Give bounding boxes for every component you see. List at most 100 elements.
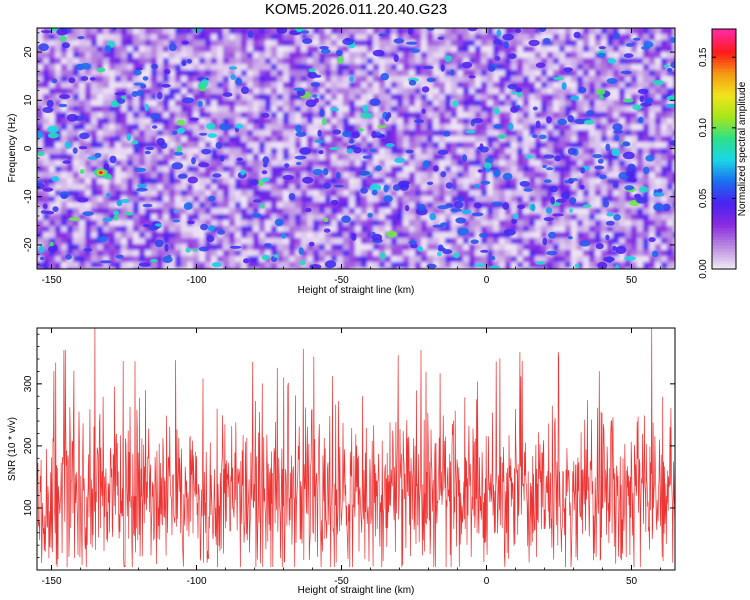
heatmap-cell <box>349 130 356 137</box>
heatmap-cell <box>145 256 152 263</box>
heatmap-cell <box>145 154 152 161</box>
heatmap-blob <box>151 63 159 70</box>
heatmap-cell <box>223 64 230 71</box>
heatmap-blob <box>100 260 112 264</box>
heatmap-cell <box>649 130 656 137</box>
heatmap-cell <box>307 130 314 137</box>
heatmap-cell <box>325 40 332 47</box>
heatmap-cell <box>391 202 398 209</box>
heatmap-cell <box>541 76 548 83</box>
heatmap-cell <box>385 94 392 101</box>
heatmap-cell <box>529 34 536 41</box>
heatmap-cell <box>613 202 620 209</box>
heatmap-cell <box>187 46 194 53</box>
heatmap-cell <box>523 172 530 179</box>
heatmap-cell <box>409 136 416 143</box>
heatmap-cell <box>355 34 362 41</box>
heatmap-blob <box>335 49 343 57</box>
heatmap-blob <box>557 118 568 126</box>
heatmap-cell <box>145 100 152 107</box>
heatmap-cell <box>169 40 176 47</box>
heatmap-blob <box>625 43 634 47</box>
heatmap-cell <box>439 46 446 53</box>
heatmap-cell <box>499 40 506 47</box>
heatmap-cell <box>337 202 344 209</box>
heatmap-cell <box>553 214 560 221</box>
heatmap-cell <box>451 154 458 161</box>
heatmap-cell <box>475 226 482 233</box>
heatmap-cell <box>649 70 656 77</box>
heatmap-blob <box>437 205 450 210</box>
heatmap-cell <box>127 130 134 137</box>
heatmap-cell <box>121 208 128 215</box>
heatmap-cell <box>595 136 602 143</box>
heatmap-cell <box>181 100 188 107</box>
heatmap-blob <box>193 28 203 33</box>
heatmap-cell <box>49 148 56 155</box>
heatmap-blob <box>637 88 649 94</box>
heatmap-cell <box>487 232 494 239</box>
heatmap-cell <box>547 46 554 53</box>
heatmap-cell <box>505 238 512 245</box>
heatmap-cell <box>637 154 644 161</box>
heatmap-cell <box>517 82 524 89</box>
heatmap-cell <box>601 154 608 161</box>
heatmap-cell <box>145 172 152 179</box>
heatmap-cell <box>559 238 566 245</box>
heatmap-cell <box>559 256 566 263</box>
heatmap-cell <box>565 88 572 95</box>
heatmap-cell <box>217 232 224 239</box>
heatmap-cell <box>631 196 638 203</box>
heatmap-cell <box>163 124 170 131</box>
heatmap-cell <box>169 76 176 83</box>
heatmap-cell <box>583 226 590 233</box>
heatmap-cell <box>91 148 98 155</box>
heatmap-cell <box>61 262 68 269</box>
heatmap-cell <box>475 46 482 53</box>
heatmap-cell <box>619 46 626 53</box>
heatmap-cell <box>109 130 116 137</box>
heatmap-cell <box>247 70 254 77</box>
heatmap-cell <box>187 76 194 83</box>
heatmap-cell <box>145 160 152 167</box>
heatmap-cell <box>61 130 68 137</box>
heatmap-cell <box>463 232 470 239</box>
heatmap-cell <box>121 142 128 149</box>
heatmap-cell <box>529 46 536 53</box>
heatmap-cell <box>253 46 260 53</box>
heatmap-cell <box>553 40 560 47</box>
heatmap-cell <box>649 226 656 233</box>
heatmap-cell <box>385 256 392 263</box>
heatmap-cell <box>247 154 254 161</box>
heatmap-cell <box>205 112 212 119</box>
heatmap-cell <box>583 148 590 155</box>
heatmap-cell <box>253 34 260 41</box>
heatmap-cell <box>127 112 134 119</box>
heatmap-blob <box>549 185 558 193</box>
heatmap-cell <box>415 160 422 167</box>
heatmap-cell <box>211 148 218 155</box>
heatmap-cell <box>457 232 464 239</box>
heatmap-cell <box>127 178 134 185</box>
heatmap-cell <box>511 166 518 173</box>
heatmap-cell <box>133 76 140 83</box>
heatmap-blob <box>444 55 452 63</box>
heatmap-cell <box>547 124 554 131</box>
heatmap-cell <box>61 46 68 53</box>
heatmap-cell <box>421 124 428 131</box>
heatmap-cell <box>67 232 74 239</box>
heatmap-cell <box>475 82 482 89</box>
heatmap-cell <box>145 184 152 191</box>
heatmap-cell <box>655 160 662 167</box>
heatmap-cell <box>103 34 110 41</box>
heatmap-cell <box>613 40 620 47</box>
heatmap-cell <box>649 136 656 143</box>
heatmap-cell <box>577 106 584 113</box>
heatmap-cell <box>85 100 92 107</box>
heatmap-cell <box>43 70 50 77</box>
heatmap-cell <box>547 142 554 149</box>
heatmap-cell <box>481 190 488 197</box>
heatmap-cell <box>241 190 248 197</box>
heatmap-cell <box>493 262 500 269</box>
heatmap-cell <box>313 250 320 257</box>
